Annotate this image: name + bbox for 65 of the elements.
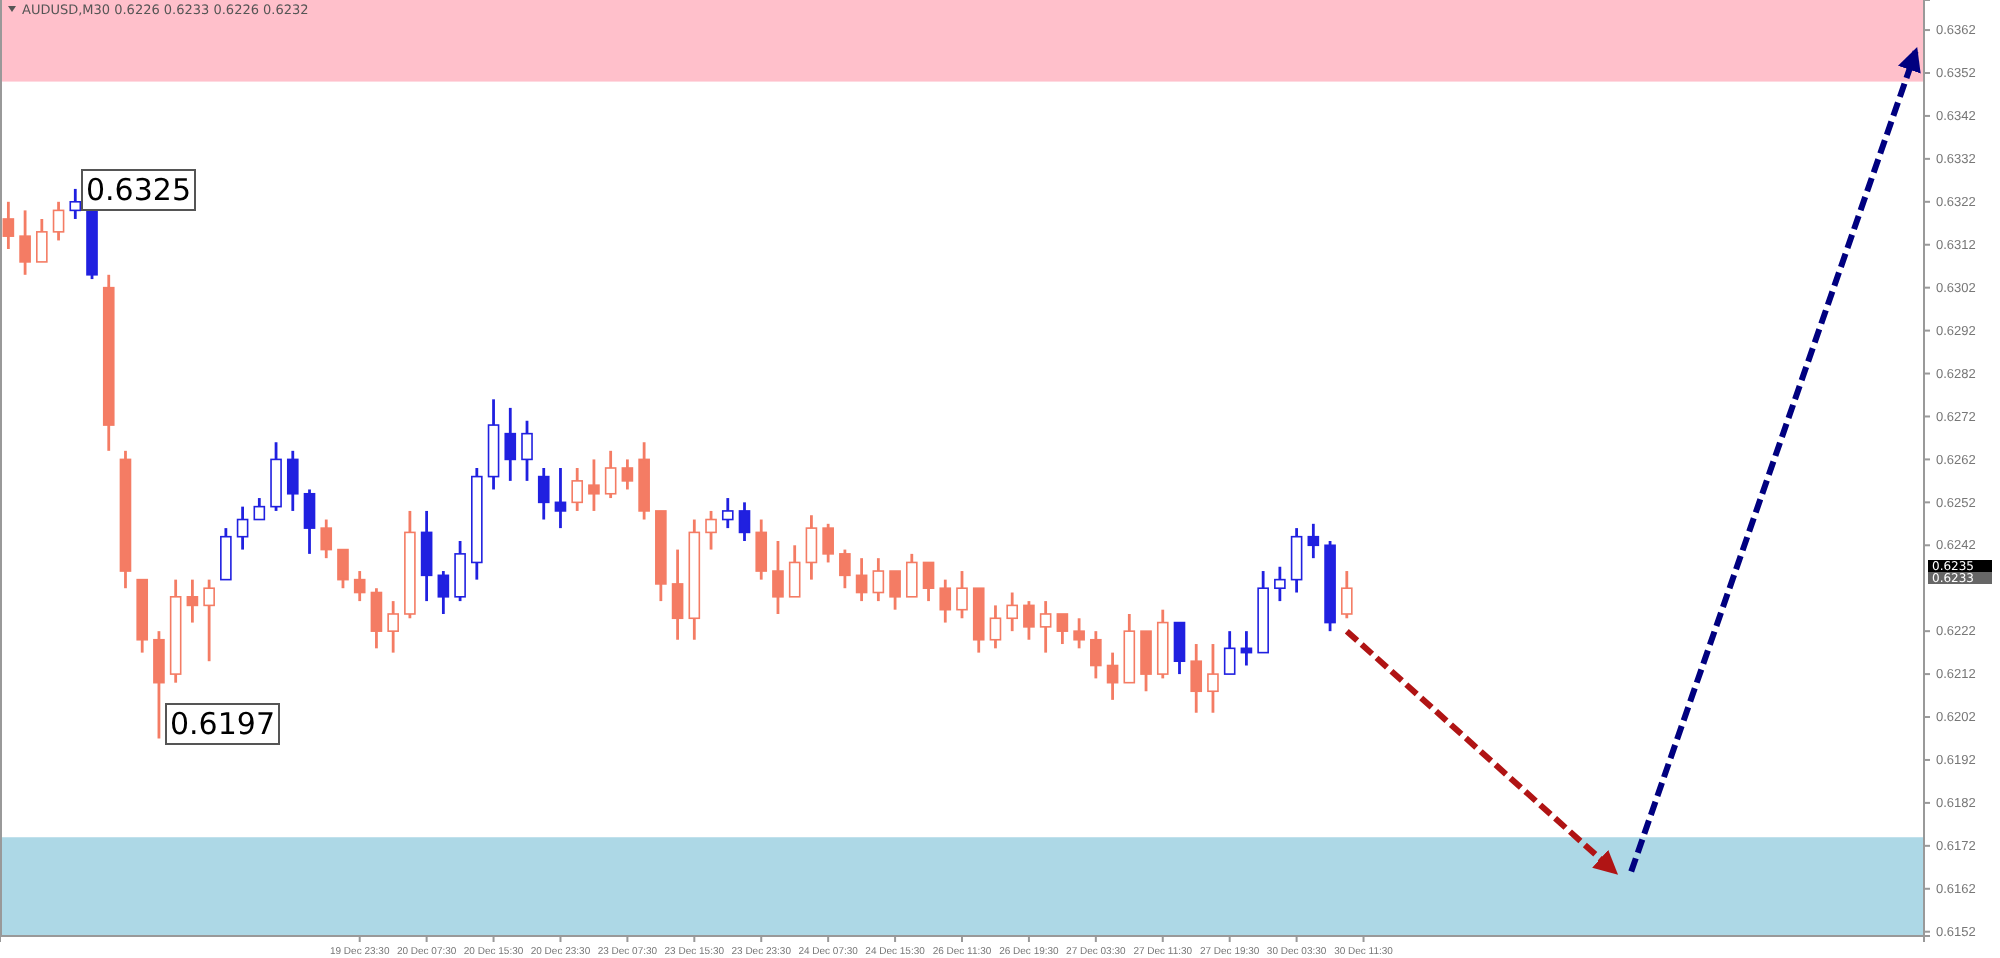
candlestick <box>320 518 333 560</box>
candlestick <box>1056 612 1069 646</box>
candlestick <box>521 419 533 483</box>
candlestick <box>153 629 165 740</box>
candlestick <box>186 578 199 624</box>
candlestick <box>872 556 885 603</box>
candlestick <box>337 548 349 590</box>
candlestick <box>1173 621 1186 676</box>
candlestick <box>1340 569 1353 620</box>
candlestick <box>1190 642 1203 715</box>
candlestick <box>437 569 450 616</box>
candlestick <box>1006 591 1019 633</box>
candlestick <box>705 509 717 551</box>
candlestick <box>420 509 433 603</box>
candlestick <box>1290 526 1303 594</box>
candlestick <box>956 569 968 620</box>
candlestick <box>303 488 316 556</box>
candlestick <box>788 543 801 599</box>
candlestick <box>286 449 299 513</box>
candlestick <box>1223 629 1236 676</box>
candlestick <box>220 526 232 582</box>
candlestick <box>1090 629 1102 680</box>
candlestick <box>989 603 1002 650</box>
candlestick <box>805 513 818 582</box>
candlestick <box>571 466 584 513</box>
candlestick <box>738 500 751 543</box>
candlestick <box>236 505 249 551</box>
candlestick <box>52 200 65 242</box>
candlestick <box>19 208 31 277</box>
annotation: 0.6197 <box>170 706 275 742</box>
candlestick <box>604 449 617 500</box>
candlestick <box>1023 599 1035 642</box>
candlestick <box>905 552 918 599</box>
candlestick <box>822 522 834 564</box>
candlestick <box>1039 599 1052 655</box>
candlestick <box>370 586 383 650</box>
annotation: 0.6325 <box>86 172 191 208</box>
candlestick <box>554 466 567 530</box>
candlestick <box>671 548 684 642</box>
candlestick <box>855 556 868 603</box>
candlestick <box>504 406 517 483</box>
candlestick <box>537 466 550 521</box>
candlestick <box>1274 565 1286 603</box>
candlestick <box>588 458 600 513</box>
candlestick <box>1140 629 1152 693</box>
candlestick <box>1307 522 1320 560</box>
candlestick <box>939 578 952 624</box>
candlestick <box>2 200 15 251</box>
candlestick <box>253 496 266 521</box>
candlestick <box>755 518 768 582</box>
candlestick <box>353 569 366 603</box>
candlestick <box>721 496 734 530</box>
candlestick <box>621 458 634 491</box>
candlestick <box>454 539 466 603</box>
candlestick <box>387 599 399 655</box>
candlestick <box>839 548 851 590</box>
candlestick <box>922 561 935 603</box>
candlestick <box>270 440 282 513</box>
candlestick <box>772 539 784 616</box>
candlestick <box>203 578 215 663</box>
candlestick <box>1106 651 1119 702</box>
candlestick <box>36 217 48 264</box>
candlestick <box>889 569 901 612</box>
candlestick <box>1073 616 1085 650</box>
candlestick <box>1207 642 1219 715</box>
